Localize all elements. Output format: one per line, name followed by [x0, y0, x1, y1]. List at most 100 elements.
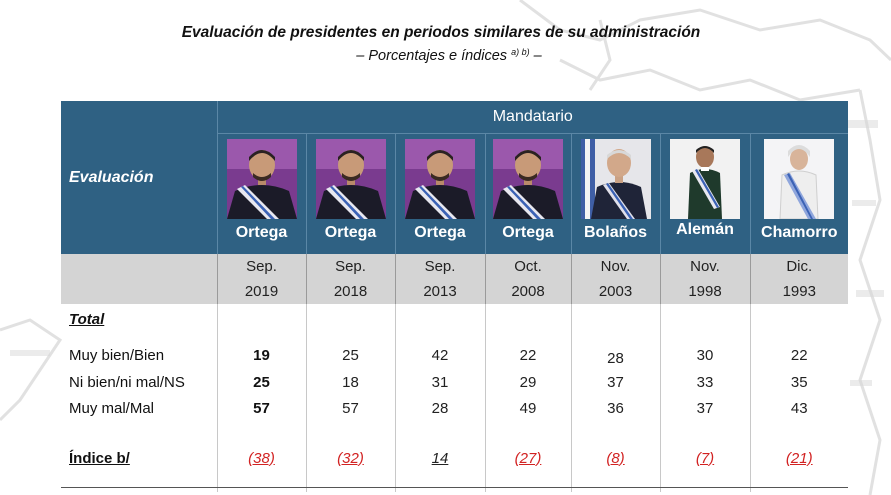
- index-value: 14: [394, 446, 485, 470]
- index-value: (32): [305, 446, 395, 470]
- mandatario-header: Mandatario: [217, 101, 848, 134]
- total-label: Total: [69, 310, 105, 328]
- president-name: Alemán: [676, 221, 734, 238]
- president-col-4: Ortega: [485, 133, 572, 254]
- president-name: Chamorro: [761, 224, 838, 241]
- empty-cell: [305, 304, 395, 334]
- president-name: Ortega: [502, 224, 554, 241]
- spacer: [749, 470, 848, 492]
- index-value: (21): [749, 446, 848, 470]
- total-row: Total: [61, 304, 848, 334]
- date-month: Sep.: [335, 258, 366, 275]
- index-value: (7): [659, 446, 750, 470]
- dates-row: Sep. 2019 Sep. 2018 Sep. 2013 Oct. 2008 Nov.…: [61, 254, 848, 304]
- table-cell: 42: [394, 342, 485, 369]
- date-cell: Dic. 1993: [750, 254, 848, 304]
- spacer: [394, 470, 485, 492]
- date-cell: Nov. 1998: [660, 254, 751, 304]
- table-cell: 30: [659, 342, 750, 369]
- table-cell: 31: [394, 369, 485, 396]
- index-label: Índice b/: [69, 449, 130, 467]
- table-cell: 35: [749, 369, 848, 396]
- spacer-row: [61, 470, 848, 492]
- bolanos-portrait: [580, 139, 651, 219]
- table-body: Total Muy bien/Bien 19 25 42 22 28 30 22…: [61, 304, 848, 492]
- empty-cell: [394, 304, 485, 334]
- president-col-7: Chamorro: [750, 134, 848, 255]
- spacer: [61, 470, 217, 492]
- table-cell: 37: [659, 396, 750, 420]
- date-month: Sep.: [246, 258, 277, 275]
- date-month: Dic.: [786, 258, 813, 275]
- spacer: [659, 470, 750, 492]
- spacer: [305, 470, 395, 492]
- evaluacion-label: Evaluación: [69, 168, 154, 186]
- date-month: Nov.: [690, 258, 720, 275]
- table-row: Ni bien/ni mal/NS 25 18 31 29 37 33 35: [61, 369, 848, 396]
- date-month: Oct.: [514, 258, 542, 275]
- table-cell: 19: [216, 342, 306, 369]
- president-name: Ortega: [235, 224, 288, 241]
- spacer: [61, 334, 217, 342]
- president-col-1: Ortega: [217, 133, 307, 254]
- spacer: [570, 470, 660, 492]
- table-cell: 29: [484, 369, 571, 396]
- spacer: [394, 420, 485, 446]
- table-cell: 28: [394, 396, 485, 420]
- spacer-row: [61, 420, 848, 446]
- table-cell: 25: [216, 369, 306, 396]
- empty-cell: [570, 304, 660, 334]
- ortega-portrait: [315, 139, 386, 219]
- spacer: [216, 334, 306, 342]
- evaluation-table: Evaluación Mandatario Ortega: [61, 101, 848, 492]
- ortega-portrait: [493, 139, 563, 219]
- spacer: [659, 334, 750, 342]
- table-cell: 36: [570, 396, 660, 420]
- date-year: 1993: [782, 283, 816, 300]
- spacer: [394, 334, 485, 342]
- dates-row-blank: [61, 254, 218, 304]
- spacer-row: [61, 334, 848, 342]
- table-cell: 22: [749, 342, 848, 369]
- subtitle-end: –: [533, 48, 542, 64]
- spacer: [305, 420, 395, 446]
- date-year: 2019: [244, 283, 279, 300]
- spacer: [61, 420, 217, 446]
- president-col-6: Alemán: [660, 133, 751, 254]
- empty-cell: [749, 304, 848, 334]
- date-cell: Sep. 2013: [395, 254, 486, 304]
- president-name: Ortega: [414, 224, 466, 241]
- date-cell: Sep. 2019: [217, 254, 307, 304]
- table-cell: 33: [659, 369, 750, 396]
- spacer: [484, 470, 571, 492]
- spacer: [305, 334, 395, 342]
- table-cell: 57: [216, 396, 306, 420]
- index-row: Índice b/ (38) (32) 14 (27) (8) (7) (21): [61, 446, 848, 470]
- table-cell: 22: [484, 342, 571, 369]
- spacer: [570, 420, 660, 446]
- ortega-portrait: [405, 139, 475, 219]
- president-name: Ortega: [324, 224, 377, 241]
- row-label: Ni bien/ni mal/NS: [69, 374, 185, 391]
- page-title: Evaluación de presidentes en periodos si…: [181, 24, 701, 41]
- table-cell: 37: [570, 369, 660, 396]
- empty-cell: [659, 304, 750, 334]
- spacer: [749, 420, 848, 446]
- date-year: 2018: [333, 283, 368, 300]
- president-col-5: Bolaños: [571, 133, 661, 254]
- empty-cell: [216, 304, 306, 334]
- date-year: 2003: [598, 283, 633, 300]
- row-label: Muy bien/Bien: [69, 347, 165, 364]
- spacer: [484, 334, 571, 342]
- aleman-portrait: [670, 139, 740, 219]
- chamorro-portrait: [764, 139, 835, 219]
- spacer: [216, 420, 306, 446]
- table-cell: 25: [305, 342, 395, 369]
- row-label: Muy mal/Mal: [69, 399, 155, 417]
- index-label-cell: Índice b/: [61, 446, 217, 470]
- empty-cell: [484, 304, 571, 334]
- spacer: [570, 334, 660, 342]
- president-col-2: Ortega: [306, 133, 396, 254]
- table-row: Muy mal/Mal 57 57 28 49 36 37 43: [61, 396, 848, 420]
